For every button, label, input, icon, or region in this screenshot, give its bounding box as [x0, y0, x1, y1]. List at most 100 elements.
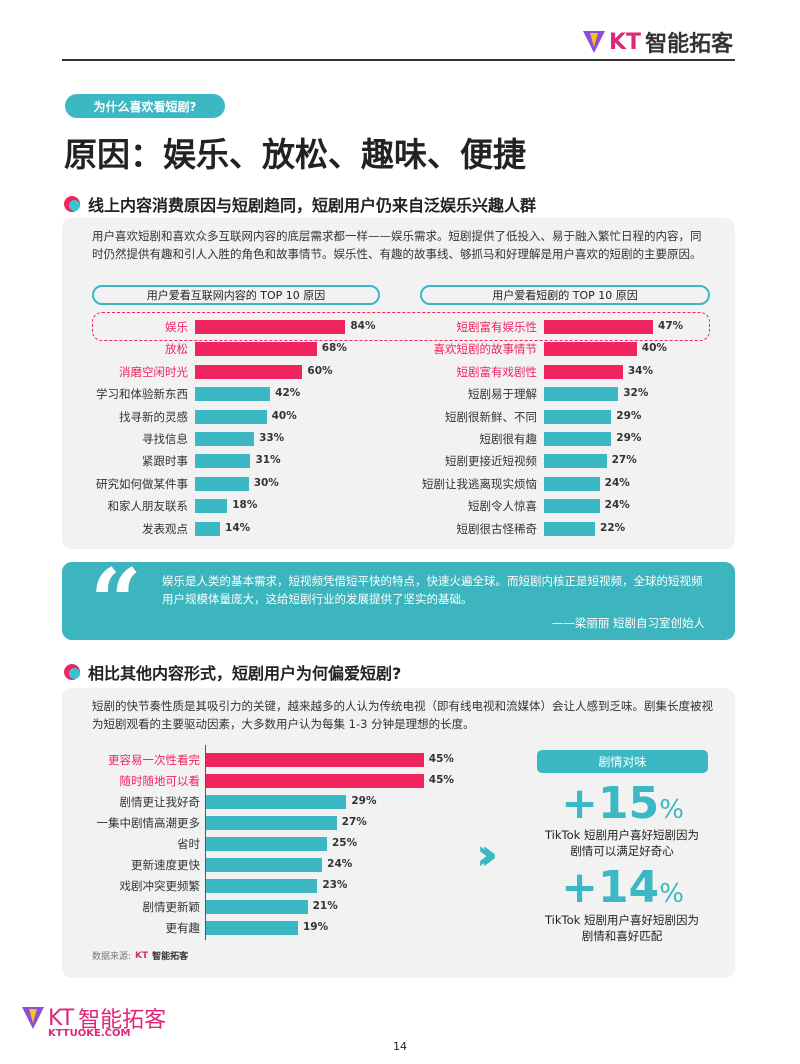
bullet-icon [64, 196, 80, 212]
bar-value: 18% [232, 499, 258, 512]
bar-value: 24% [327, 858, 353, 870]
bar [206, 837, 327, 851]
section1-panel [62, 218, 735, 549]
bar-label: 发表观点 [142, 521, 188, 536]
top-reason-highlight [92, 312, 710, 341]
chart1-title: 用户爱看互联网内容的 TOP 10 原因 [92, 285, 380, 305]
section-tag: 为什么喜欢看短剧? [65, 94, 225, 118]
bar-value: 29% [616, 432, 642, 444]
bar-label: 紧跟时事 [142, 454, 188, 469]
stat-14: +14% [561, 862, 684, 913]
bar-value: 25% [332, 837, 358, 849]
bar [206, 900, 308, 914]
bar [206, 879, 318, 893]
bar-label: 喜欢短剧的故事情节 [433, 342, 538, 357]
bar [195, 454, 251, 469]
bar-value: 40% [271, 409, 297, 422]
bar [544, 342, 637, 357]
bar-value: 27% [341, 816, 367, 828]
bar-value: 23% [322, 879, 348, 891]
bar-label: 寻找信息 [142, 432, 188, 446]
bar [544, 364, 623, 379]
bar [206, 816, 337, 830]
bar-value: 68% [321, 342, 347, 355]
bar [544, 320, 654, 334]
bar-value: 47% [658, 320, 684, 332]
bar-value: 31% [255, 454, 281, 467]
bar-label: 短剧更接近短视频 [445, 454, 537, 469]
bar [206, 795, 347, 809]
bar [195, 342, 317, 357]
bar [195, 387, 271, 402]
section2-paragraph: 短剧的快节奏性质是其吸引力的关键，越来越多的人认为传统电视（即有线电视和流媒体）… [92, 699, 713, 731]
bar-label: 剧情更让我好奇 [119, 795, 201, 809]
chart3-axis [205, 745, 206, 940]
bar-value: 24% [604, 499, 630, 512]
bar-value: 27% [611, 454, 637, 467]
bar-value: 34% [627, 364, 654, 377]
bar-value: 42% [275, 387, 301, 400]
bar-label: 戏剧冲突更频繁 [119, 879, 201, 893]
bar-value: 40% [641, 342, 667, 355]
bar-label: 短剧很古怪稀奇 [456, 521, 538, 536]
quote-box [62, 562, 735, 640]
data-source: 数据来源: KT 智能拓客 [92, 950, 189, 963]
bar-value: 60% [307, 364, 333, 377]
quote-author: ——梁丽丽 短剧自习室创始人 [551, 616, 705, 630]
bar-label: 放松 [165, 342, 188, 357]
footer-logo: KT 智能拓客 [22, 1002, 166, 1034]
bar-label: 省时 [177, 837, 200, 851]
bar-value: 29% [351, 795, 377, 807]
bar-label: 随时随地可以看 [119, 774, 201, 788]
bar [195, 499, 228, 514]
page-number: 14 [393, 1040, 407, 1053]
section1-paragraph: 用户喜欢短剧和喜欢众多互联网内容的底层需求都一样——娱乐需求。短剧提供了低投入、… [92, 229, 702, 261]
section1-heading: 线上内容消费原因与短剧趋同，短剧用户仍来自泛娱乐兴趣人群 [64, 192, 536, 216]
bar-label: 短剧很新鲜、不同 [445, 409, 537, 424]
bar-value: 22% [600, 521, 626, 534]
bar-value: 29% [616, 409, 642, 422]
bar [544, 454, 607, 469]
bar [206, 858, 323, 872]
bar-label: 更容易一次性看完 [108, 753, 200, 767]
bar [544, 409, 612, 424]
stat-15: +15% [561, 778, 684, 829]
stat-14-caption: TikTok 短剧用户喜好短剧因为 剧情和喜好匹配 [545, 913, 699, 943]
bar-label: 娱乐 [165, 320, 188, 334]
logo-mark-icon [22, 1007, 44, 1029]
bar [195, 320, 346, 334]
bar [206, 774, 424, 788]
bar [195, 476, 249, 491]
bar-label: 学习和体验新东西 [96, 387, 188, 402]
bullet-icon [64, 664, 80, 680]
panel-label: 剧情对味 [537, 750, 708, 773]
bar [544, 387, 619, 402]
bar-label: 短剧富有戏剧性 [456, 364, 538, 379]
chevron-right-icon: ›› [476, 829, 498, 880]
bar-label: 和家人朋友联系 [107, 499, 189, 514]
bar-label: 剧情更新颖 [142, 900, 201, 914]
bar-value: 45% [428, 753, 454, 765]
header-logo: KT 智能拓客 [583, 26, 733, 58]
header-rule [62, 59, 735, 61]
bar-label: 短剧让我逃离现实烦恼 [422, 476, 537, 491]
quote-text: 娱乐是人类的基本需求，短视频凭借短平快的特点，快速火遍全球。而短剧内核正是短视频… [162, 574, 703, 606]
bar-label: 短剧很有趣 [479, 432, 538, 446]
bar-value: 45% [428, 774, 454, 786]
bar-value: 30% [253, 476, 279, 489]
bar-value: 19% [302, 921, 329, 933]
bar-label: 消磨空闲时光 [119, 364, 188, 379]
bar-label: 短剧易于理解 [468, 387, 537, 402]
bar-label: 研究如何做某件事 [96, 476, 188, 491]
section2-panel [62, 688, 735, 978]
bar-value: 32% [623, 387, 649, 400]
bar-label: 一集中剧情高潮更多 [96, 816, 201, 830]
page-title: 原因：娱乐、放松、趣味、便捷 [64, 135, 526, 174]
bar [544, 499, 600, 514]
bar [195, 432, 255, 446]
stat-15-caption: TikTok 短剧用户喜好短剧因为 剧情可以满足好奇心 [545, 828, 699, 858]
bar [544, 476, 600, 491]
bar [206, 753, 424, 767]
bar [544, 521, 596, 536]
section2-heading: 相比其他内容形式，短剧用户为何偏爱短剧? [64, 660, 401, 684]
